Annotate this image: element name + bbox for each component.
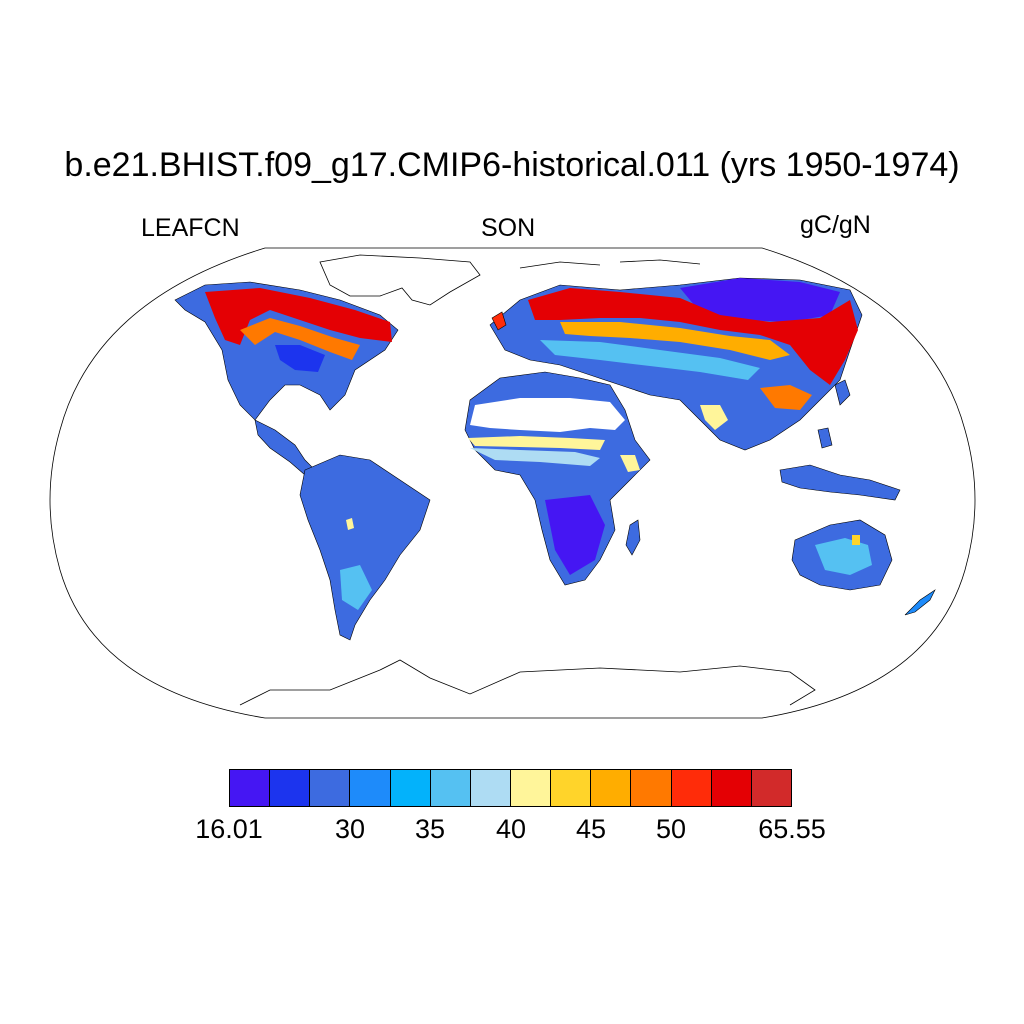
horn-of-africa-yellow bbox=[620, 455, 640, 472]
colorbar-box bbox=[269, 769, 311, 807]
colorbar-box bbox=[630, 769, 672, 807]
north-america-orange-band bbox=[240, 318, 360, 360]
units-label: gC/gN bbox=[800, 211, 871, 239]
colorbar-box bbox=[509, 769, 552, 807]
north-america-blue-core bbox=[275, 345, 325, 372]
colorbar-label: 30 bbox=[334, 814, 366, 844]
uk-ireland bbox=[491, 311, 507, 331]
colorbar-label: 45 bbox=[575, 814, 607, 844]
south-america-light-patch bbox=[340, 565, 372, 610]
colorbar-label: 50 bbox=[655, 814, 687, 844]
antarctica-outline bbox=[239, 659, 816, 706]
philippines bbox=[817, 427, 833, 449]
australia-interior-light bbox=[815, 538, 872, 575]
colorbar-box bbox=[429, 769, 471, 807]
eurasia-light-band bbox=[540, 340, 760, 380]
colorbar-label: 40 bbox=[495, 814, 527, 844]
arctic-islands-outline bbox=[519, 259, 701, 269]
season-label: SON bbox=[481, 214, 536, 242]
colorbar-box bbox=[670, 769, 712, 807]
colorbar bbox=[229, 769, 792, 807]
south-america-yellow-spot bbox=[346, 518, 354, 530]
colorbar-label: 35 bbox=[414, 814, 446, 844]
new-zealand bbox=[904, 589, 936, 616]
japan bbox=[834, 379, 851, 406]
madagascar bbox=[625, 519, 641, 556]
south-america bbox=[299, 454, 431, 641]
plot-title: b.e21.BHIST.f09_g17.CMIP6-historical.011… bbox=[64, 146, 960, 184]
sahel-light-band bbox=[470, 448, 600, 466]
colorbar-box bbox=[550, 769, 592, 807]
greenland-outline bbox=[319, 254, 481, 306]
colorbar-box bbox=[590, 769, 632, 807]
india-yellow bbox=[700, 405, 728, 430]
variable-label: LEAFCN bbox=[141, 214, 240, 242]
colorbar-label: 16.01 bbox=[195, 814, 263, 844]
colorbar-box bbox=[229, 769, 271, 807]
siberia-purple bbox=[680, 278, 840, 322]
colorbar-box bbox=[309, 769, 351, 807]
southeast-asia-islands bbox=[779, 464, 901, 501]
colorbar-box bbox=[469, 769, 511, 807]
colorbar-box bbox=[349, 769, 391, 807]
australia-yellow-spot bbox=[852, 535, 860, 545]
eurasia-red-band bbox=[528, 288, 858, 385]
central-africa-purple bbox=[545, 495, 605, 575]
colorbar-box bbox=[750, 769, 792, 807]
colorbar-box bbox=[710, 769, 752, 807]
colorbar-label: 65.55 bbox=[758, 814, 826, 844]
eurasia-orange-band bbox=[560, 322, 790, 360]
colorbar-box bbox=[389, 769, 431, 807]
china-orange-band bbox=[760, 385, 812, 410]
sahara-white bbox=[470, 398, 625, 432]
sahel-yellow-band bbox=[468, 436, 605, 450]
north-america-red-band bbox=[205, 288, 392, 345]
